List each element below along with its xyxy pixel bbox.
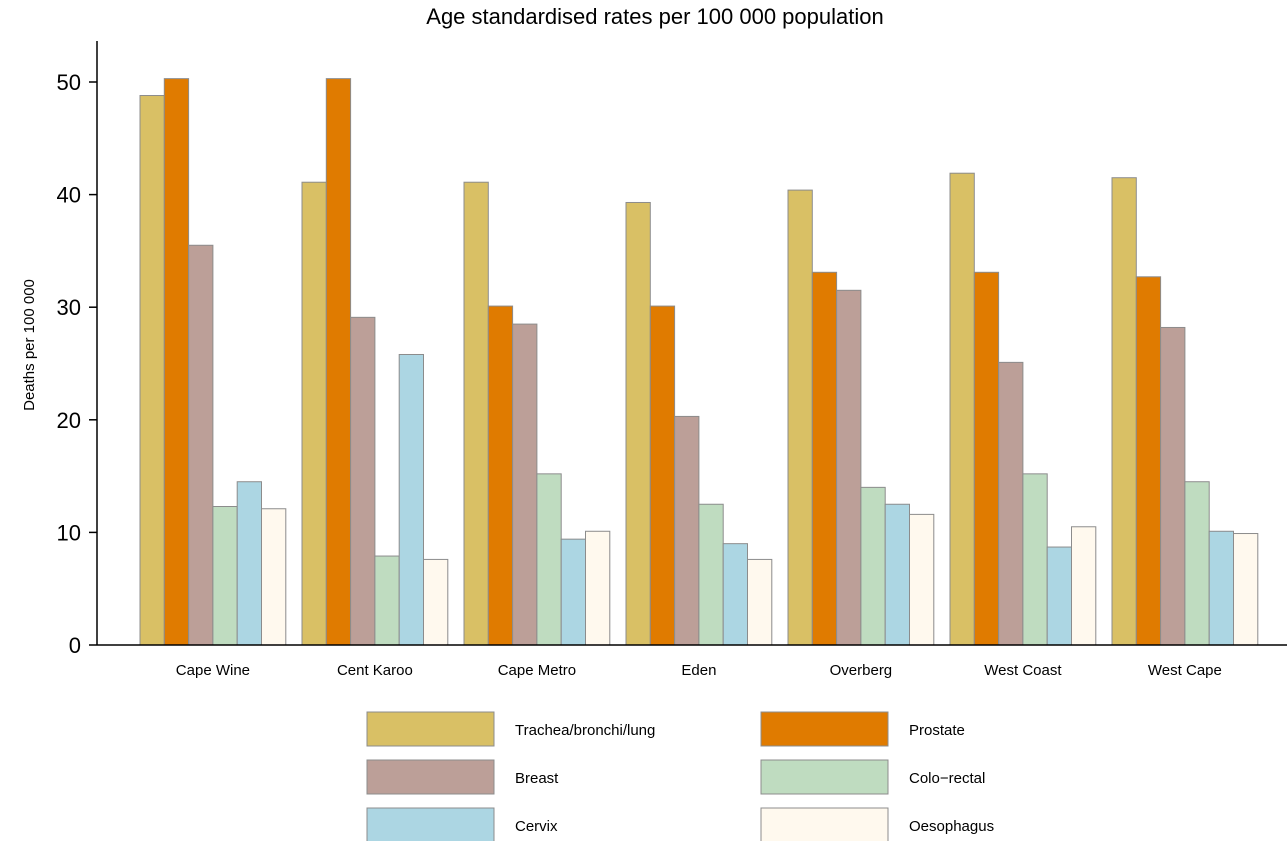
x-tick-label: Cent Karoo bbox=[337, 662, 413, 679]
bars-group bbox=[139, 78, 1259, 646]
x-tick-label: Overberg bbox=[830, 662, 893, 679]
legend-swatch bbox=[760, 711, 889, 747]
bar-6-2 bbox=[423, 558, 449, 646]
bar-1-7 bbox=[1111, 177, 1137, 646]
bar-4-4 bbox=[698, 503, 724, 646]
y-tick-label: 20 bbox=[57, 408, 81, 433]
bar-3-1 bbox=[188, 244, 214, 646]
bar-6-5 bbox=[909, 513, 935, 646]
bar-4-2 bbox=[374, 555, 400, 646]
bar-5-4 bbox=[722, 543, 749, 646]
bar-1-5 bbox=[787, 189, 813, 646]
bar-1-2 bbox=[301, 181, 327, 646]
bar-2-7 bbox=[1135, 276, 1162, 646]
bar-6-1 bbox=[261, 508, 287, 646]
legend-swatch bbox=[366, 807, 495, 841]
bar-6-4 bbox=[747, 558, 773, 646]
bar-2-3 bbox=[487, 305, 514, 646]
bar-3-7 bbox=[1160, 326, 1186, 646]
legend-swatch bbox=[366, 711, 495, 747]
legend-label: Breast bbox=[515, 770, 559, 787]
bar-5-6 bbox=[1046, 546, 1072, 646]
x-tick-label: Cape Wine bbox=[176, 662, 250, 679]
y-tick-label: 30 bbox=[57, 295, 81, 320]
bar-3-3 bbox=[512, 323, 538, 646]
bar-4-7 bbox=[1184, 481, 1210, 646]
bar-5-5 bbox=[884, 503, 911, 646]
legend-label: Colo−rectal bbox=[909, 770, 985, 787]
bar-6-6 bbox=[1071, 526, 1097, 646]
bar-2-5 bbox=[811, 271, 838, 646]
bar-2-4 bbox=[649, 305, 676, 646]
x-axis: Cape Wine Cent Karoo Cape Metro Eden Overber… bbox=[97, 644, 1287, 679]
bar-2-2 bbox=[325, 78, 352, 646]
x-tick-label: West Coast bbox=[984, 662, 1062, 679]
bar-3-5 bbox=[836, 289, 862, 646]
y-tick-label: 0 bbox=[69, 633, 81, 658]
bar-3-6 bbox=[998, 361, 1024, 646]
bar-5-3 bbox=[560, 538, 587, 646]
y-tick-label: 40 bbox=[57, 183, 81, 208]
bar-1-1 bbox=[139, 95, 165, 646]
legend-label: Trachea/bronchi/lung bbox=[515, 722, 655, 739]
bar-3-2 bbox=[350, 316, 376, 646]
bar-1-3 bbox=[463, 181, 489, 646]
x-tick-label: West Cape bbox=[1148, 662, 1222, 679]
x-tick-label: Eden bbox=[681, 662, 716, 679]
bar-3-4 bbox=[674, 415, 700, 646]
legend-swatch bbox=[760, 807, 889, 841]
bar-5-2 bbox=[398, 353, 425, 646]
legend-label: Oesophagus bbox=[909, 818, 994, 835]
chart-title: Age standardised rates per 100 000 popul… bbox=[426, 4, 883, 29]
legend-swatch bbox=[760, 759, 889, 795]
legend-label: Cervix bbox=[515, 818, 558, 835]
y-tick-label: 10 bbox=[57, 520, 81, 545]
bar-2-1 bbox=[163, 78, 190, 646]
y-axis-label: Deaths per 100 000 bbox=[21, 279, 38, 411]
y-axis: 0 10 20 30 40 50 bbox=[57, 41, 98, 658]
legend: Trachea/bronchi/lung Prostate Breast Colo−r… bbox=[366, 711, 994, 841]
bar-6-7 bbox=[1233, 533, 1259, 646]
bar-4-5 bbox=[860, 486, 886, 646]
bar-5-1 bbox=[236, 481, 262, 646]
x-tick-label: Cape Metro bbox=[498, 662, 576, 679]
legend-label: Prostate bbox=[909, 722, 965, 739]
bar-2-6 bbox=[973, 271, 1000, 646]
bar-1-4 bbox=[625, 201, 651, 646]
bar-5-7 bbox=[1208, 530, 1234, 646]
bar-4-6 bbox=[1022, 473, 1048, 646]
bar-4-3 bbox=[536, 473, 562, 646]
bar-6-3 bbox=[585, 530, 611, 646]
bar-1-6 bbox=[949, 172, 975, 646]
bar-4-1 bbox=[212, 506, 238, 646]
legend-swatch bbox=[366, 759, 495, 795]
y-tick-label: 50 bbox=[57, 70, 81, 95]
